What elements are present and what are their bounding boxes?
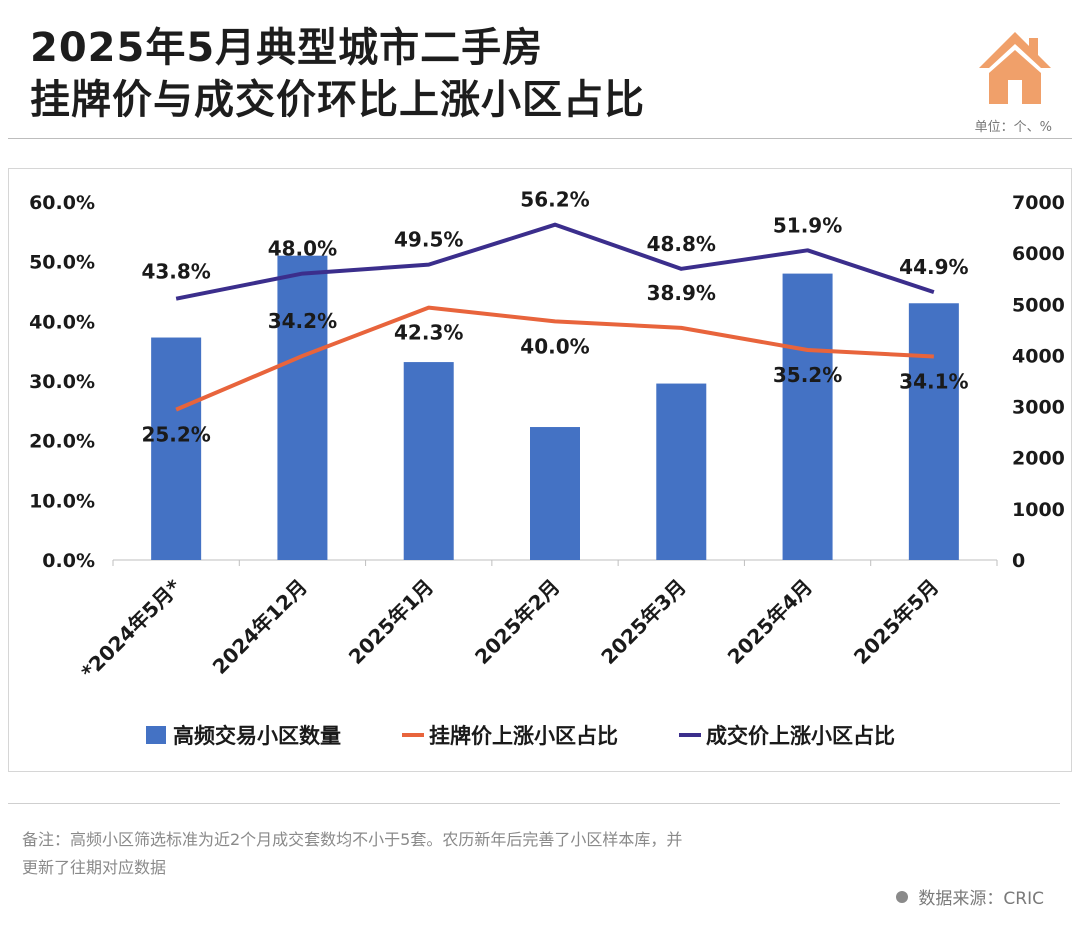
footnote: 备注：高频小区筛选标准为近2个月成交套数均不小于5套。农历新年后完善了小区样本库… [22, 826, 882, 882]
left-axis-tick-label: 40.0% [29, 311, 95, 333]
x-axis-category-label: 2025年2月 [470, 575, 564, 669]
legend-deal-label: 成交价上涨小区占比 [706, 724, 895, 748]
title-line-1: 2025年5月典型城市二手房 [30, 25, 544, 71]
bar [908, 303, 959, 560]
right-axis-tick-label: 7000 [1012, 192, 1065, 214]
unit-label: 单位：个、% [974, 120, 1052, 135]
bar [403, 362, 454, 560]
x-axis-category-label: 2025年1月 [344, 575, 438, 669]
listing-data-label: 25.2% [141, 423, 210, 447]
bar [530, 427, 580, 560]
listing-data-label: 35.2% [773, 363, 842, 387]
header-divider [8, 138, 1072, 139]
data-source-text: 数据来源：CRIC [918, 889, 1044, 909]
page-title: 2025年5月典型城市二手房 挂牌价与成交价环比上涨小区占比 [30, 22, 645, 126]
right-axis-tick-label: 6000 [1012, 243, 1065, 265]
right-axis-tick-label: 3000 [1012, 397, 1065, 419]
left-axis-tick-label: 30.0% [29, 371, 95, 393]
deal-data-label: 43.8% [141, 260, 210, 284]
x-axis-category-label: 2025年4月 [723, 575, 817, 669]
footnote-line-2: 更新了往期对应数据 [22, 858, 167, 877]
chart-frame: 25.2% 34.2% 42.3% 40.0% 38.9% 35.2% 34.1% 43.8%… [8, 168, 1072, 772]
title-line-2: 挂牌价与成交价环比上涨小区占比 [30, 77, 645, 123]
listing-data-label: 34.1% [899, 370, 968, 394]
right-axis-tick-label: 4000 [1012, 345, 1065, 367]
legend-bar-swatch [146, 726, 166, 744]
x-axis-category-label: 2025年5月 [849, 575, 943, 669]
x-axis-category-label: 2025年3月 [596, 575, 690, 669]
left-axis-tick-label: 50.0% [29, 252, 95, 274]
bar [277, 255, 328, 560]
footnote-line-1: 备注：高频小区筛选标准为近2个月成交套数均不小于5套。农历新年后完善了小区样本库… [22, 830, 683, 849]
legend-bar-label: 高频交易小区数量 [173, 724, 341, 748]
data-source: 数据来源：CRIC [896, 884, 1044, 909]
bullet-icon [896, 890, 909, 903]
x-axis-category-label: *2024年5月* [76, 574, 186, 684]
right-axis-tick-label: 2000 [1012, 448, 1065, 470]
deal-data-label: 49.5% [394, 228, 463, 252]
left-axis-tick-label: 60.0% [29, 192, 95, 214]
listing-data-label: 40.0% [520, 334, 589, 358]
right-axis-tick-label: 0 [1012, 550, 1025, 572]
bar [782, 273, 833, 560]
bar [656, 383, 707, 560]
deal-data-label: 48.0% [268, 237, 337, 261]
legend-listing-label: 挂牌价上涨小区占比 [429, 724, 618, 748]
x-axis-category-label: 2024年12月 [208, 575, 312, 679]
deal-data-label: 56.2% [520, 188, 589, 212]
left-axis-tick-label: 20.0% [29, 431, 95, 453]
listing-data-label: 34.2% [268, 309, 337, 333]
house-icon [979, 32, 1051, 104]
left-axis-tick-label: 0.0% [42, 550, 95, 572]
listing-data-label: 42.3% [394, 321, 463, 345]
listing-data-label: 38.9% [647, 281, 716, 305]
left-axis-tick-label: 10.0% [29, 490, 95, 512]
right-axis-tick-label: 1000 [1012, 499, 1065, 521]
deal-data-label: 48.8% [647, 232, 716, 256]
footer-divider [8, 803, 1060, 804]
right-axis-tick-label: 5000 [1012, 294, 1065, 316]
deal-data-label: 44.9% [899, 255, 968, 279]
bar [151, 337, 202, 560]
combo-chart: 25.2% 34.2% 42.3% 40.0% 38.9% 35.2% 34.1% 43.8%… [29, 188, 1065, 748]
deal-data-label: 51.9% [773, 213, 842, 237]
